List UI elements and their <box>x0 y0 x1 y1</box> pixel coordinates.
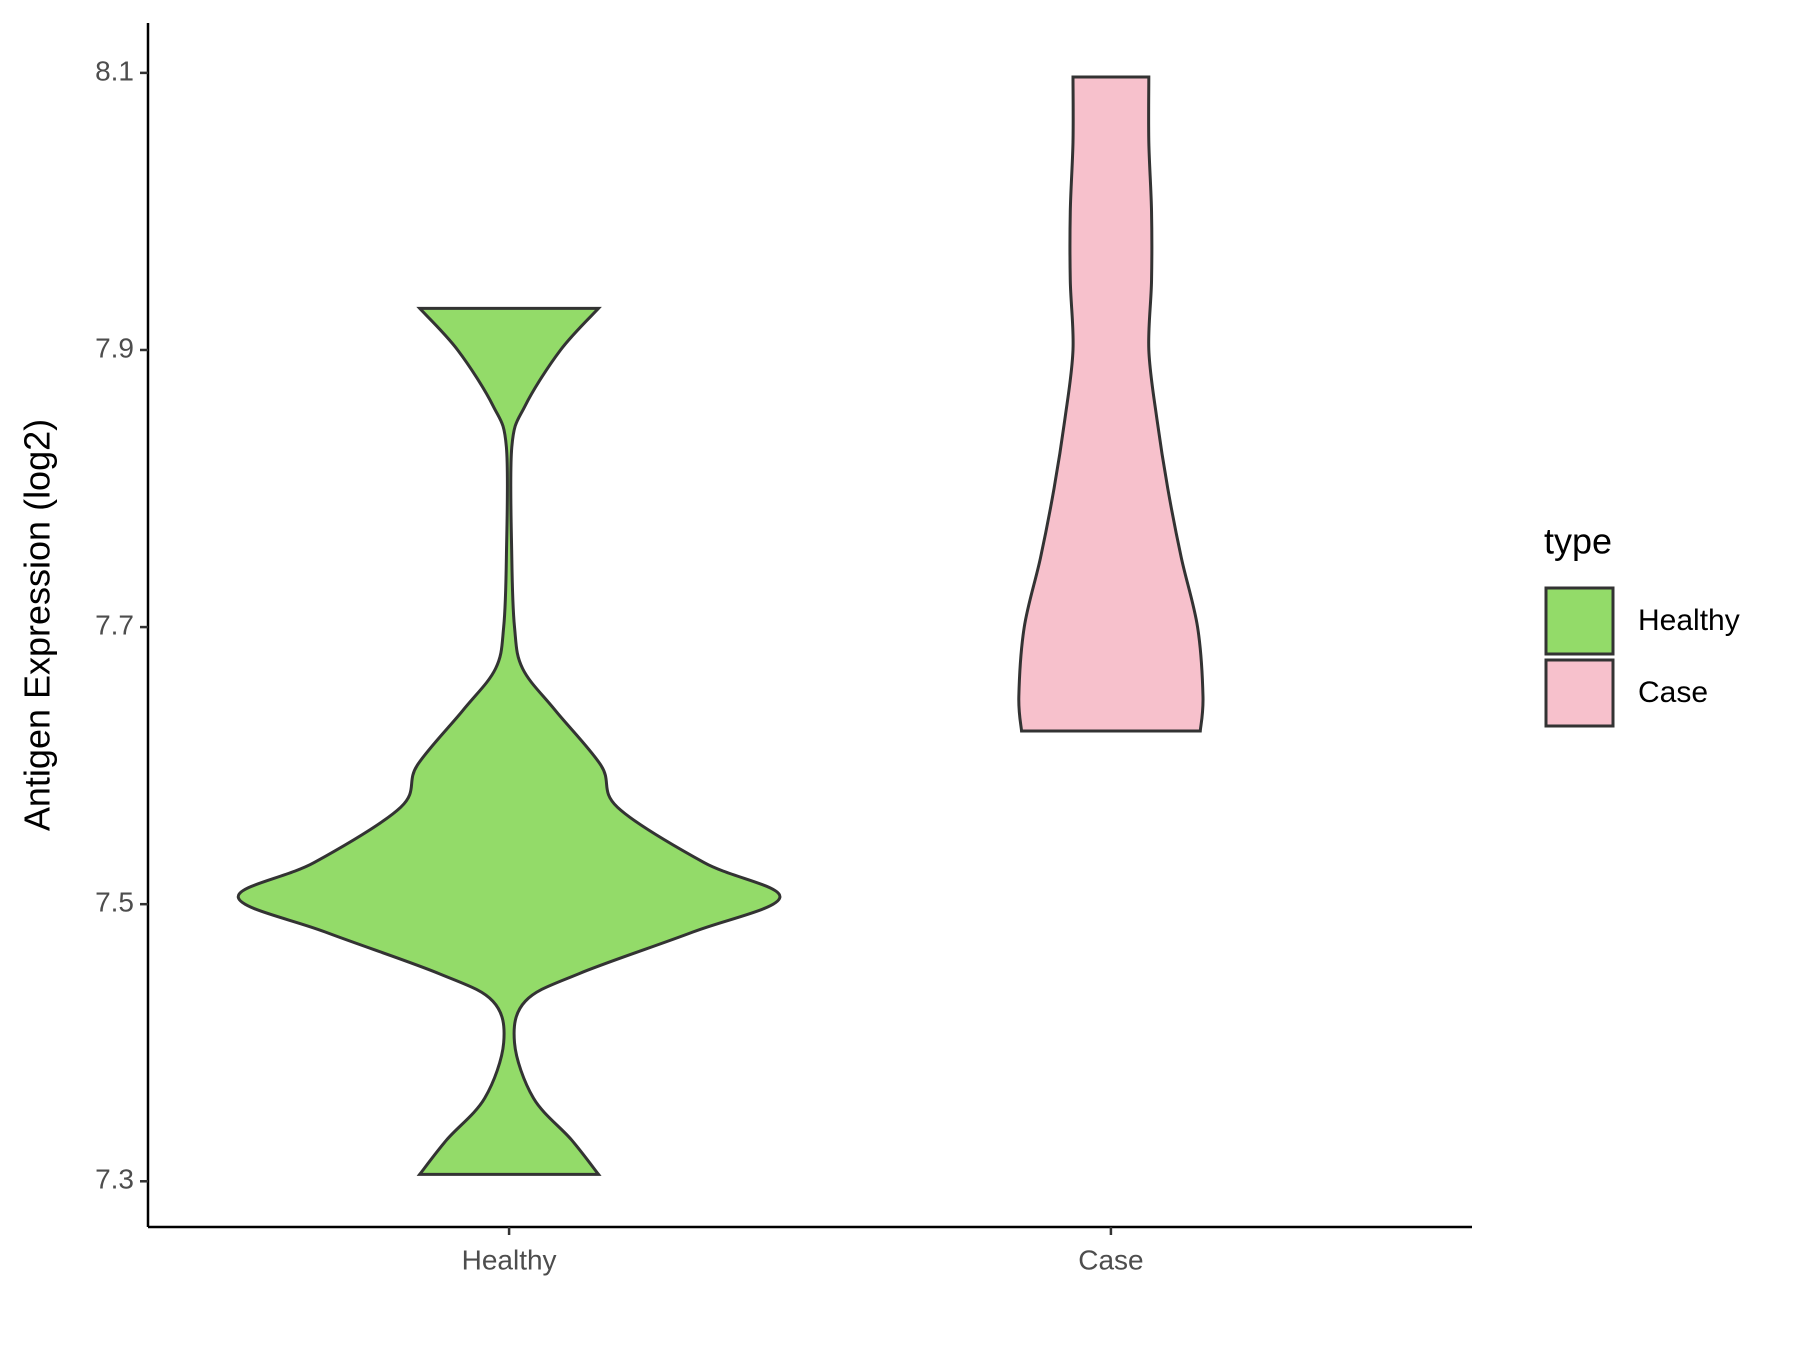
violin <box>1017 75 1205 733</box>
violin <box>236 306 782 1176</box>
legend-key <box>1544 586 1615 656</box>
y-tick-label: 8.1 <box>95 55 134 86</box>
y-tick-label: 7.3 <box>95 1164 134 1195</box>
y-axis-title: Antigen Expression (log2) <box>17 419 58 831</box>
x-tick-label: Healthy <box>462 1244 557 1275</box>
y-tick-label: 7.7 <box>95 609 134 640</box>
legend-label: Healthy <box>1638 604 1740 637</box>
legend-label: Case <box>1638 676 1708 709</box>
y-tick-label: 7.9 <box>95 332 134 363</box>
legend-key <box>1544 658 1615 728</box>
legend-title: type <box>1544 521 1612 562</box>
x-tick-label: Case <box>1078 1244 1143 1275</box>
y-tick-label: 7.5 <box>95 887 134 918</box>
